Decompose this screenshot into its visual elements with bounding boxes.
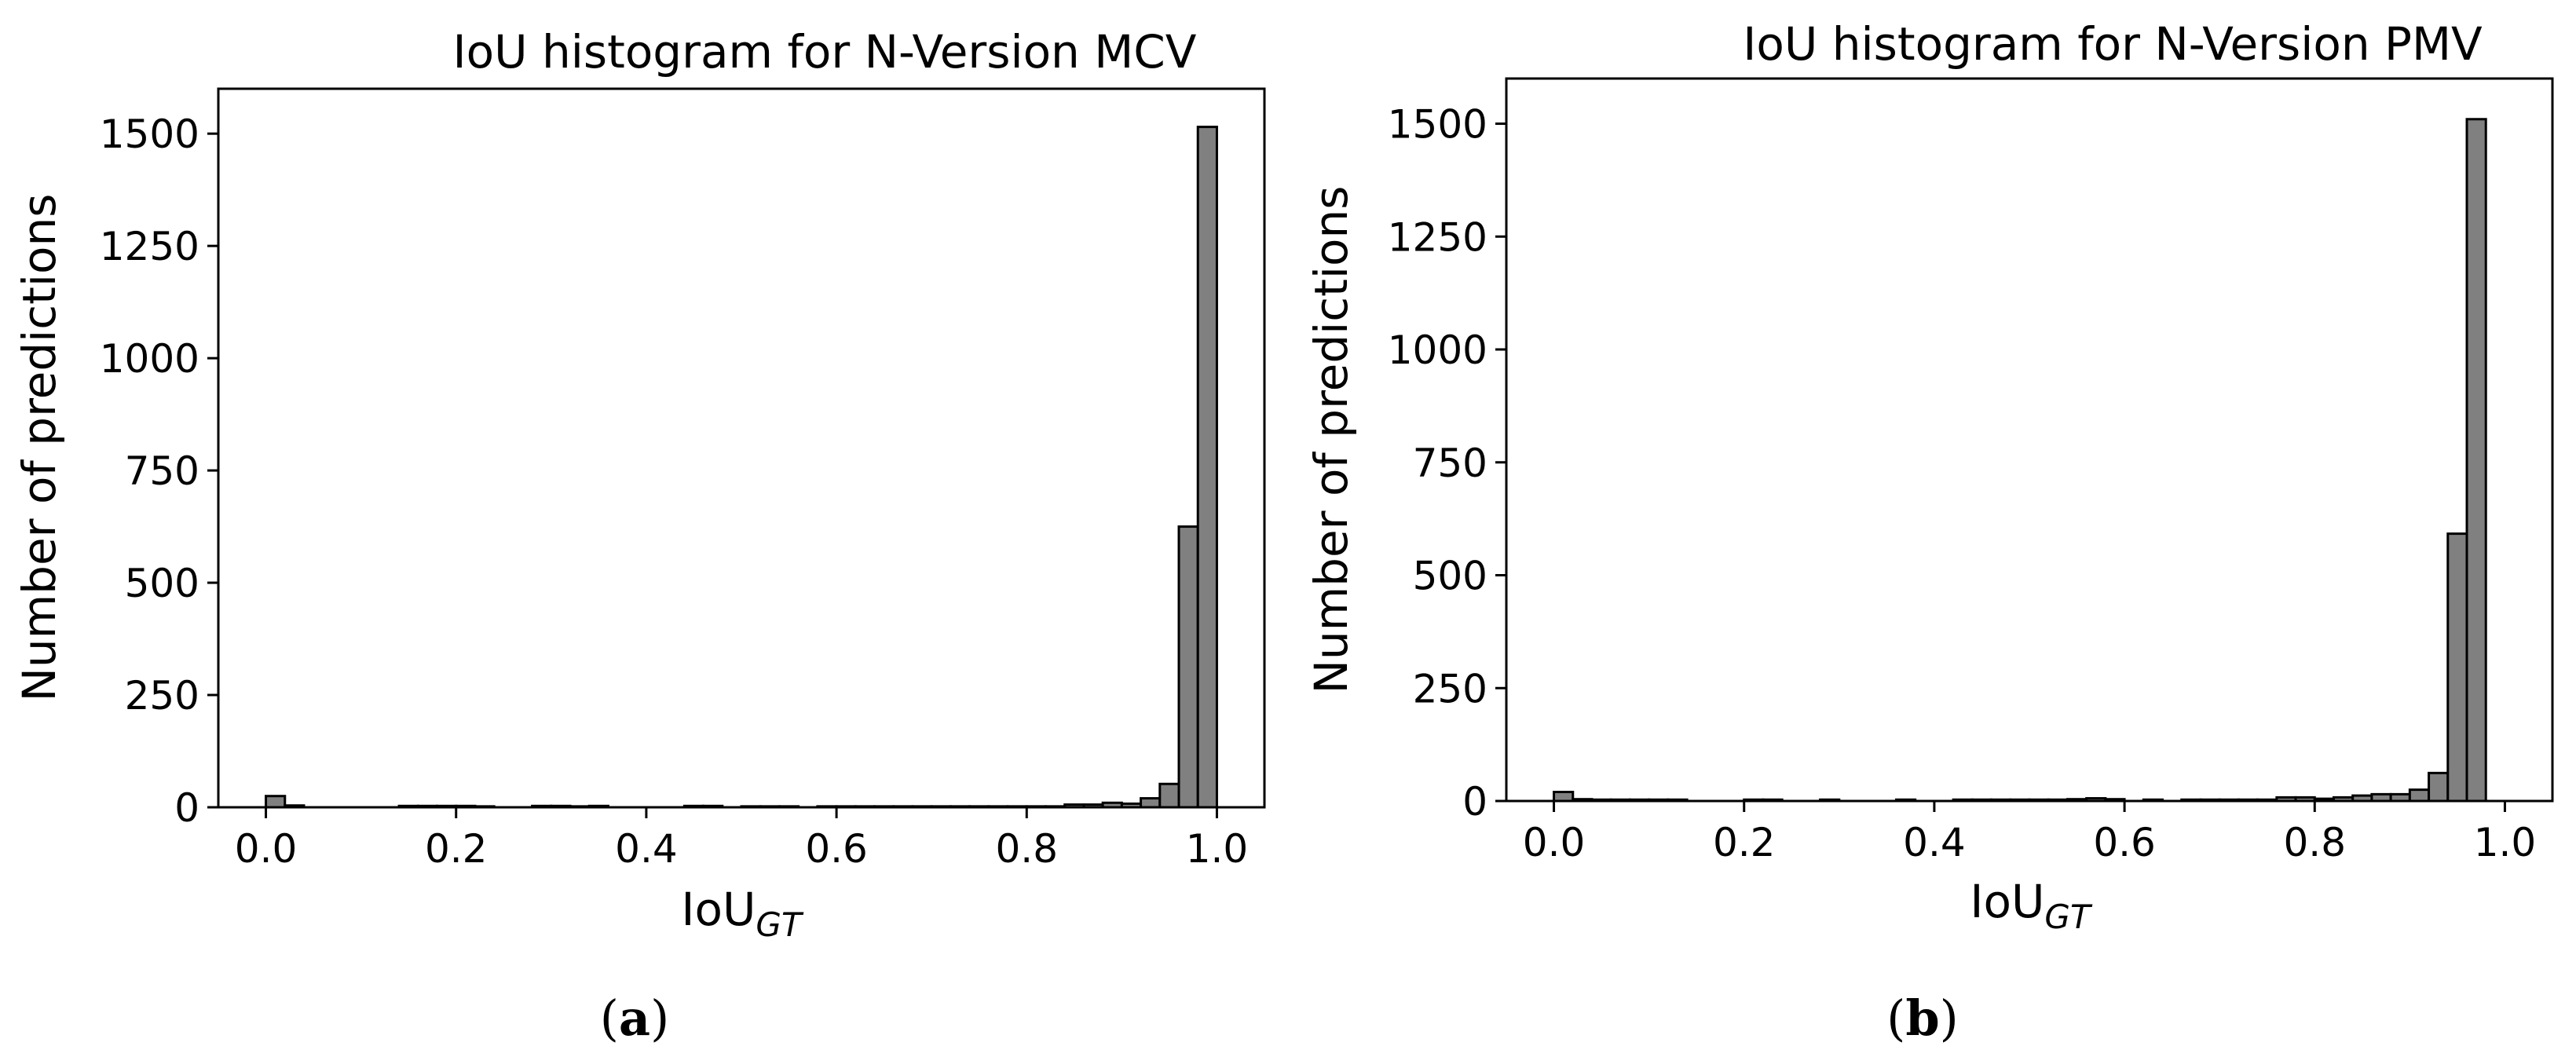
histogram-bar [2446, 532, 2468, 803]
y-tick-label: 1500 [100, 112, 199, 157]
y-tick-label: 250 [1413, 666, 1487, 711]
y-tick-label: 1000 [100, 336, 199, 382]
y-tick-label: 750 [125, 448, 199, 494]
histogram-bar [2428, 771, 2450, 803]
x-axis-label-subscript: GT [756, 905, 804, 944]
chart-title: IoU histogram for N-Version MCV [453, 25, 1197, 79]
x-axis-label: IoUGT [1970, 875, 2093, 936]
histogram-bar [265, 795, 287, 809]
x-axis-label-subscript: GT [2044, 898, 2093, 936]
x-tick-label: 1.0 [1186, 826, 1249, 872]
histogram-bar [1196, 126, 1218, 809]
y-axis-ticks: 0 250 500 750 1000 1250 1500 [100, 112, 218, 831]
x-tick-label: 0.8 [2284, 820, 2347, 865]
y-tick-label: 250 [125, 673, 199, 719]
x-tick-label: 0.4 [1903, 820, 1966, 865]
x-tick-label: 0.2 [425, 826, 488, 872]
histogram-bar [1140, 797, 1162, 809]
x-tick-label: 0.0 [1523, 820, 1586, 865]
plot-frame [1505, 77, 2554, 803]
x-tick-label: 0.0 [235, 826, 298, 872]
chart-title: IoU histogram for N-Version PMV [1743, 17, 2483, 71]
histogram-bar [1158, 782, 1180, 809]
y-tick-label: 0 [1462, 779, 1487, 825]
y-tick-label: 1250 [1388, 214, 1487, 260]
y-axis-label: Number of predictions [13, 194, 66, 702]
x-axis-label: IoUGT [681, 883, 804, 944]
y-tick-label: 0 [174, 785, 199, 831]
histogram-bar [1177, 525, 1199, 809]
y-axis-label: Number of predictions [1304, 186, 1358, 694]
x-tick-label: 0.4 [615, 826, 678, 872]
x-tick-label: 0.6 [805, 826, 868, 872]
histogram-bar [2465, 118, 2487, 803]
plot-frame [217, 87, 1266, 809]
histogram-panel-mcv: IoU histogram for N-Version MCV 0.0 0.2 0.… [13, 25, 1266, 1047]
histogram-bar [1553, 791, 1575, 803]
y-axis-ticks: 0 250 500 750 1000 1250 1500 [1388, 102, 1506, 825]
panel-caption: (a) [600, 989, 670, 1047]
histogram-panel-pmv: IoU histogram for N-Version PMV 0.0 0.2 0.… [1304, 17, 2554, 1047]
y-tick-label: 750 [1413, 441, 1487, 486]
x-axis-ticks: 0.0 0.2 0.4 0.6 0.8 1.0 [1523, 801, 2536, 865]
histogram-bars [1553, 118, 2487, 803]
x-tick-label: 1.0 [2474, 820, 2537, 865]
histogram-bar [2408, 788, 2431, 803]
y-tick-label: 1500 [1388, 102, 1487, 148]
x-tick-label: 0.2 [1713, 820, 1776, 865]
x-axis-ticks: 0.0 0.2 0.4 0.6 0.8 1.0 [235, 807, 1248, 872]
y-tick-label: 1000 [1388, 327, 1487, 373]
y-tick-label: 500 [125, 561, 199, 606]
panel-caption: (b) [1886, 989, 1959, 1047]
histogram-bars [265, 126, 1218, 809]
y-tick-label: 500 [1413, 554, 1487, 599]
x-tick-label: 0.6 [2093, 820, 2156, 865]
x-tick-label: 0.8 [996, 826, 1059, 872]
y-tick-label: 1250 [100, 224, 199, 269]
